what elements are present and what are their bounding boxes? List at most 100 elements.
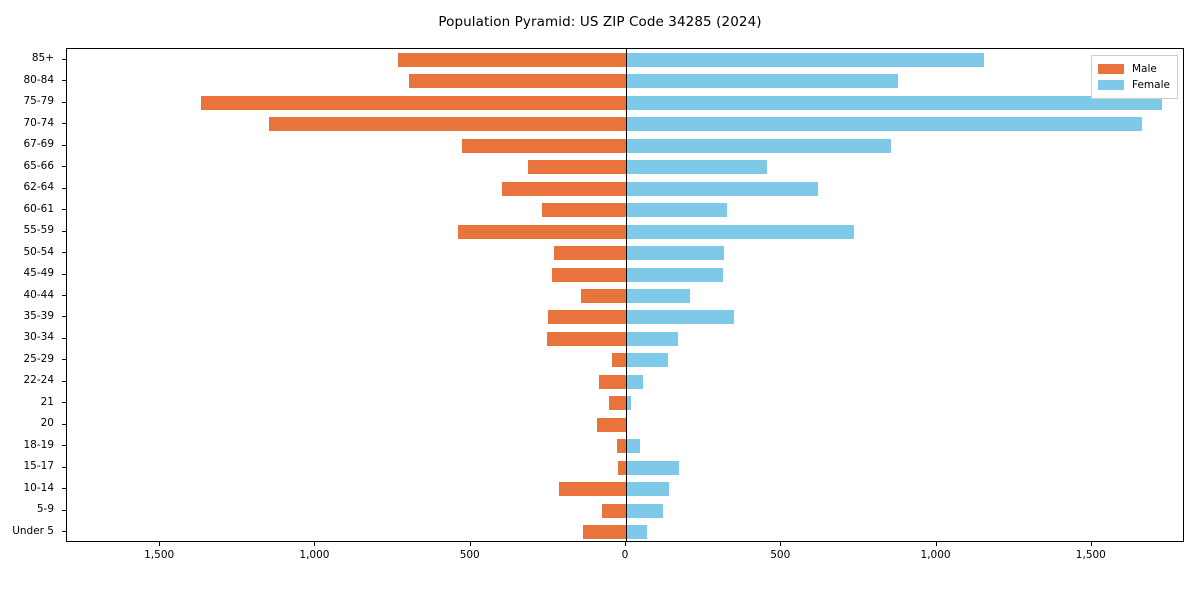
y-axis-tick-mark <box>62 101 66 103</box>
legend-label: Female <box>1132 79 1170 91</box>
x-axis-tick-mark <box>780 542 782 546</box>
y-axis-tick-mark <box>62 402 66 404</box>
bar-female <box>626 396 631 411</box>
bar-male <box>408 74 626 89</box>
y-axis-tick-mark <box>62 488 66 490</box>
y-axis-tick-mark <box>62 466 66 468</box>
bar-female <box>626 310 735 325</box>
y-axis-tick-label: 85+ <box>31 52 54 65</box>
bar-male <box>616 439 626 454</box>
bar-male <box>612 353 626 368</box>
y-axis-tick-mark <box>62 209 66 211</box>
bar-male <box>608 396 626 411</box>
x-axis-tick-label: 500 <box>459 549 480 561</box>
y-axis-tick-mark <box>62 531 66 533</box>
y-axis-tick-label: 10-14 <box>23 481 54 494</box>
plot-area <box>66 48 1184 542</box>
bar-male <box>599 374 626 389</box>
y-axis-tick-label: 40-44 <box>23 288 54 301</box>
bar-male <box>527 160 626 175</box>
y-axis-tick-label: 75-79 <box>23 95 54 108</box>
y-axis-tick-label: 25-29 <box>23 352 54 365</box>
y-axis-tick-mark <box>62 58 66 60</box>
y-axis-tick-mark <box>62 295 66 296</box>
bar-female <box>626 267 724 282</box>
bar-female <box>626 439 640 454</box>
bar-female <box>626 224 855 239</box>
y-axis-tick-label: 45-49 <box>23 267 54 280</box>
x-axis-tick-mark <box>469 542 471 546</box>
x-axis-tick-label: 500 <box>770 549 791 561</box>
legend: Male Female <box>1091 55 1178 99</box>
bar-male <box>548 310 626 325</box>
legend-item[interactable]: Female <box>1098 77 1170 93</box>
y-axis-tick-mark <box>62 166 66 168</box>
zero-axis-line <box>625 49 627 541</box>
bar-female <box>626 482 669 497</box>
y-axis-tick-label: 15-17 <box>23 460 54 473</box>
y-axis-tick-label: 18-19 <box>23 438 54 451</box>
bar-male <box>201 95 626 110</box>
bar-female <box>626 74 899 89</box>
y-axis-tick-mark <box>62 445 66 447</box>
bar-male <box>558 482 626 497</box>
x-axis-tick-mark <box>935 542 937 546</box>
bar-male <box>398 52 626 67</box>
x-axis-tick-mark <box>314 542 316 546</box>
legend-swatch-icon <box>1098 64 1124 74</box>
y-axis-tick-mark <box>62 380 66 382</box>
bar-female <box>626 117 1142 132</box>
bar-female <box>626 289 690 303</box>
chart-title: Population Pyramid: US ZIP Code 34285 (2… <box>438 14 762 30</box>
y-axis-tick-label: 65-66 <box>23 159 54 172</box>
x-axis-tick-label: 1,000 <box>299 549 330 561</box>
y-axis-tick-mark <box>62 316 66 318</box>
bar-female <box>626 138 892 153</box>
y-axis-tick-mark <box>62 337 66 339</box>
y-axis-tick-mark <box>62 359 66 361</box>
bar-female <box>626 353 668 368</box>
y-axis-tick-label: 35-39 <box>23 309 54 322</box>
legend-swatch-icon <box>1098 80 1124 90</box>
bar-male <box>596 417 626 432</box>
bar-male <box>580 289 626 303</box>
legend-item[interactable]: Male <box>1098 61 1170 77</box>
bar-male <box>541 203 626 218</box>
y-axis-tick-mark <box>62 423 66 425</box>
y-axis-tick-label: 21 <box>40 395 54 408</box>
y-axis-tick-label: 22-24 <box>23 374 54 387</box>
x-axis-tick-label: 1,500 <box>144 549 175 561</box>
bar-male <box>553 246 626 261</box>
bar-female <box>626 181 818 196</box>
bar-male <box>547 331 626 346</box>
y-axis-tick-label: 62-64 <box>23 181 54 194</box>
bar-female <box>626 246 724 261</box>
bar-female <box>626 95 1162 110</box>
y-axis-tick-label: 50-54 <box>23 245 54 258</box>
bar-female <box>626 203 727 218</box>
y-axis-tick-mark <box>62 230 66 232</box>
x-axis-tick-mark <box>1090 542 1092 546</box>
y-axis-tick-mark <box>62 80 66 82</box>
x-axis-tick-mark <box>159 542 161 546</box>
bars-container <box>67 49 1183 541</box>
y-axis-tick-label: 55-59 <box>23 224 54 237</box>
bar-female <box>626 503 663 518</box>
bar-male <box>269 117 626 132</box>
bar-male <box>582 525 626 540</box>
x-axis-tick-label: 1,000 <box>920 549 951 561</box>
bar-female <box>626 331 679 346</box>
y-axis-tick-label: 30-34 <box>23 331 54 344</box>
bar-female <box>626 525 648 540</box>
y-axis-tick-label: 60-61 <box>23 202 54 215</box>
y-axis-tick-mark <box>62 144 66 146</box>
y-axis-tick-label: 70-74 <box>23 116 54 129</box>
bar-male <box>602 503 626 518</box>
bar-female <box>626 374 644 389</box>
y-axis-tick-mark <box>62 273 66 275</box>
y-axis-tick-label: 80-84 <box>23 73 54 86</box>
y-axis-tick-mark <box>62 123 66 125</box>
y-axis: 85+ 80-84 75-79 70-74 67-69 65-66 62-64 60-61 55… <box>0 48 66 542</box>
bar-male <box>457 224 626 239</box>
